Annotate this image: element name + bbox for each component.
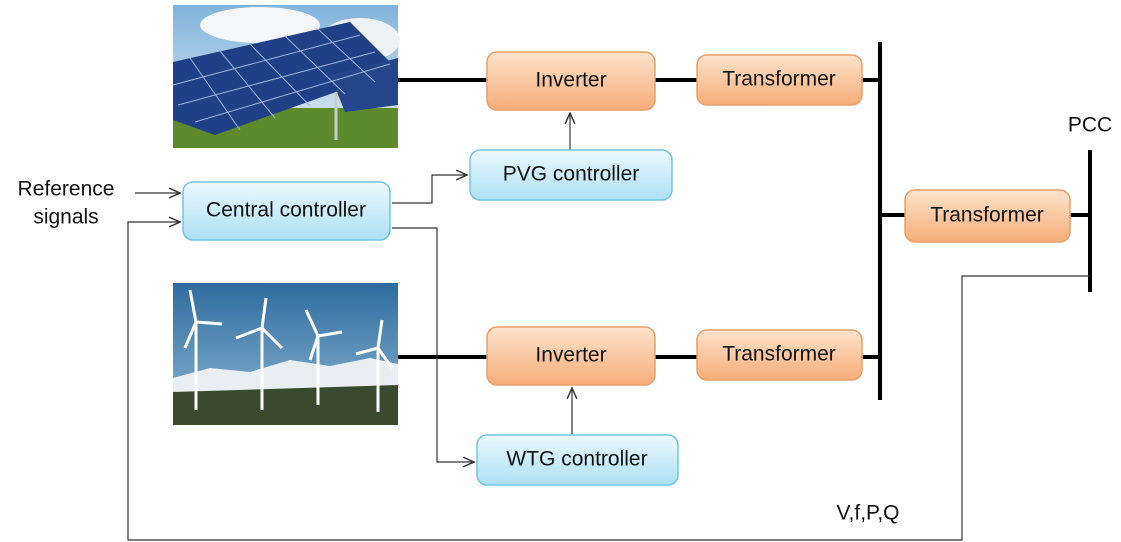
- block-label: Transformer: [930, 204, 1044, 227]
- block: Central controller: [182, 181, 391, 241]
- block-label: Central controller: [206, 199, 366, 222]
- block-label: Inverter: [535, 69, 606, 92]
- reference-label: Reference: [18, 178, 115, 201]
- block: WTG controller: [476, 434, 679, 486]
- power-lines: [398, 42, 1092, 400]
- block-label: Transformer: [722, 343, 836, 366]
- block-label: Transformer: [722, 68, 836, 91]
- reference-label: signals: [33, 206, 98, 229]
- signal-lines: [127, 113, 1090, 541]
- solar-image: [172, 5, 400, 148]
- pcc-label: PCC: [1068, 114, 1112, 137]
- block: Transformer: [696, 54, 863, 106]
- block: Inverter: [486, 51, 656, 111]
- block: Transformer: [904, 189, 1071, 243]
- feedback-label: V,f,P,Q: [836, 502, 899, 525]
- block-label: Inverter: [535, 344, 606, 367]
- wind-image: [173, 283, 398, 425]
- block: Transformer: [696, 329, 863, 381]
- block: Inverter: [486, 326, 656, 386]
- block: PVG controller: [469, 149, 673, 201]
- block-label: WTG controller: [506, 448, 647, 471]
- block-label: PVG controller: [503, 163, 640, 186]
